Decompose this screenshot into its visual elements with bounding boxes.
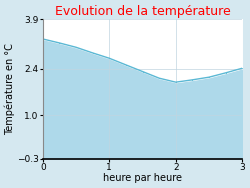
- Y-axis label: Température en °C: Température en °C: [5, 43, 15, 135]
- Title: Evolution de la température: Evolution de la température: [55, 5, 231, 18]
- X-axis label: heure par heure: heure par heure: [103, 173, 182, 183]
